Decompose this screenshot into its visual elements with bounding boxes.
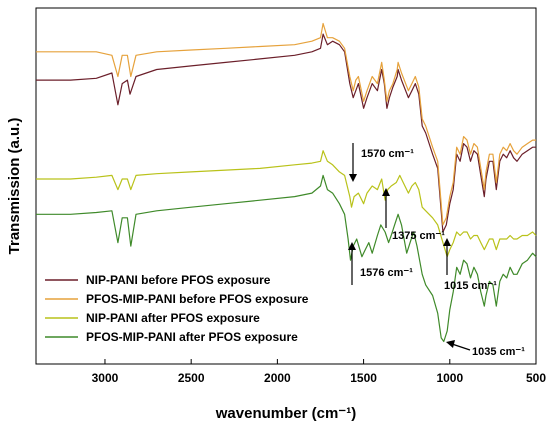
annotation-1015-label: 1015 cm⁻¹ (444, 280, 497, 292)
x-tick-label-1500: 1500 (350, 371, 377, 385)
annotation-1035-arrowhead (446, 340, 455, 348)
y-axis-title: Transmission (a.u.) (6, 118, 23, 255)
x-tick-label-2000: 2000 (264, 371, 291, 385)
legend-label-mip-after: PFOS-MIP-PANI after PFOS exposure (86, 330, 298, 344)
series-line-pfos-mip-pani-before-pfos-exposure (36, 22, 536, 226)
legend-item-nip-before: NIP-PANI before PFOS exposure (45, 273, 271, 287)
annotation-1035-arrow (451, 343, 471, 351)
x-tick-label-500: 500 (526, 371, 546, 385)
legend-item-mip-before: PFOS-MIP-PANI before PFOS exposure (45, 292, 309, 306)
legend: NIP-PANI before PFOS exposure PFOS-MIP-P… (45, 273, 309, 344)
annotation-1576-label: 1576 cm⁻¹ (360, 267, 413, 279)
series-line-nip-pani-before-pfos-exposure (36, 33, 536, 233)
annotation-1375: 1375 cm⁻¹ (382, 188, 445, 242)
x-tick-label-1000: 1000 (436, 371, 463, 385)
legend-label-mip-before: PFOS-MIP-PANI before PFOS exposure (86, 292, 309, 306)
annotation-1375-label: 1375 cm⁻¹ (392, 230, 445, 242)
annotation-1576: 1576 cm⁻¹ (348, 242, 413, 285)
annotation-1576-arrowhead (348, 242, 356, 250)
annotation-1375-arrowhead (382, 188, 390, 196)
series-line-pfos-mip-pani-after-pfos-exposure (36, 174, 537, 343)
series-layer (36, 22, 537, 343)
x-tick-label-3000: 3000 (92, 371, 119, 385)
legend-label-nip-before: NIP-PANI before PFOS exposure (86, 273, 271, 287)
legend-item-nip-after: NIP-PANI after PFOS exposure (45, 311, 260, 325)
annotation-1035: 1035 cm⁻¹ (446, 340, 525, 358)
annotation-1015-arrowhead (443, 238, 451, 246)
annotation-1570: 1570 cm⁻¹ (349, 143, 414, 182)
x-tick-label-2500: 2500 (178, 371, 205, 385)
annotation-1570-label: 1570 cm⁻¹ (361, 148, 414, 160)
annotation-1035-label: 1035 cm⁻¹ (472, 346, 525, 358)
x-axis-title: wavenumber (cm⁻¹) (215, 405, 356, 422)
plot-frame (35, 7, 537, 365)
series-line-nip-pani-after-pfos-exposure (36, 150, 537, 258)
legend-label-nip-after: NIP-PANI after PFOS exposure (86, 311, 260, 325)
annotation-1570-arrowhead (349, 174, 357, 182)
annotation-1015: 1015 cm⁻¹ (443, 238, 497, 292)
x-axis-ticks: 3000 2500 2000 1500 1000 500 (92, 359, 546, 385)
legend-item-mip-after: PFOS-MIP-PANI after PFOS exposure (45, 330, 298, 344)
